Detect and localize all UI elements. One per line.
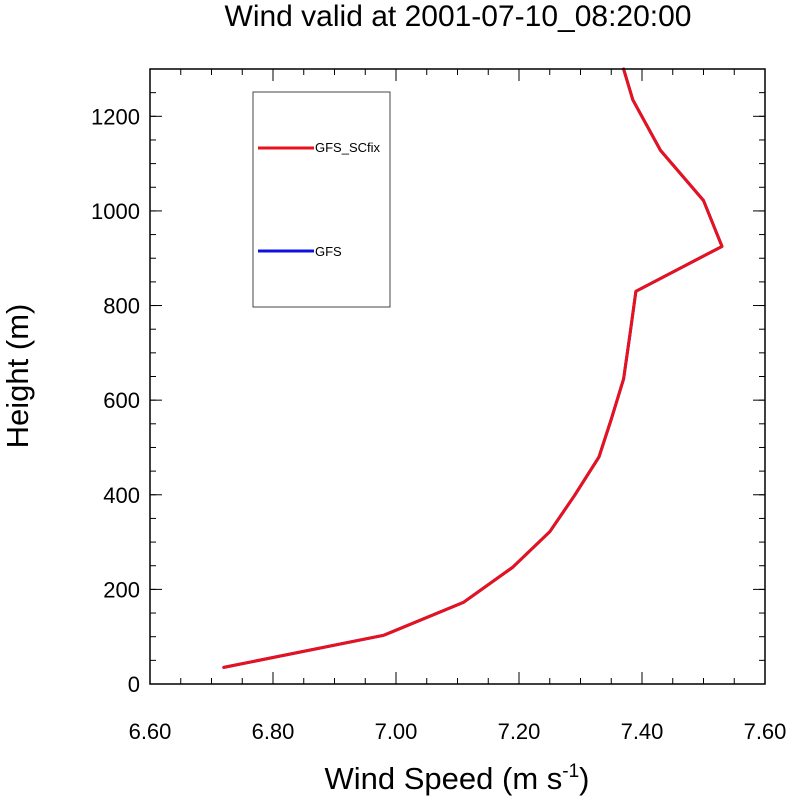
y-tick-label: 1200 — [91, 104, 140, 129]
x-tick-label: 7.40 — [621, 719, 664, 744]
x-axis-label: Wind Speed (m s-1) — [325, 761, 590, 796]
y-tick-label: 800 — [103, 294, 140, 319]
y-tick-label: 600 — [103, 388, 140, 413]
y-tick-label: 1000 — [91, 199, 140, 224]
chart-title: Wind valid at 2001-07-10_08:20:00 — [225, 0, 692, 33]
y-tick-label: 400 — [103, 483, 140, 508]
legend-box — [252, 91, 391, 308]
x-axis-label-close: ) — [579, 761, 589, 796]
y-axis-label: Height (m) — [0, 304, 35, 449]
series-line-gfs-scfix — [222, 67, 724, 669]
y-tick-label: 200 — [103, 577, 140, 602]
legend-label-gfs: GFS — [315, 244, 342, 259]
y-tick-label: 0 — [128, 672, 140, 697]
x-tick-label: 6.60 — [129, 719, 172, 744]
x-axis-label-main: Wind Speed (m s — [325, 761, 563, 796]
tick-labels: 6.60 6.80 7.00 7.20 7.40 7.60 0 200 400 600 800 100… — [91, 104, 786, 744]
legend-label-gfs-scfix: GFS_SCfix — [315, 140, 381, 155]
x-tick-label: 7.00 — [375, 719, 418, 744]
plot-frame — [149, 68, 766, 685]
legend: GFS_SCfix GFS — [252, 91, 391, 308]
x-axis-label-superscript: -1 — [562, 761, 579, 782]
series-line-gfs — [222, 67, 724, 669]
x-tick-label: 7.60 — [744, 719, 787, 744]
x-tick-label: 7.20 — [498, 719, 541, 744]
series-lines — [222, 67, 724, 669]
minor-ticks — [149, 68, 766, 685]
x-tick-label: 6.80 — [252, 719, 295, 744]
major-ticks — [149, 69, 766, 685]
